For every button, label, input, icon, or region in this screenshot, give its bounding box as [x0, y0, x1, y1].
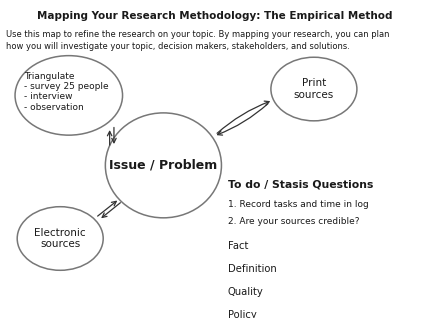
Text: Print
sources: Print sources	[294, 78, 334, 100]
Text: Definition: Definition	[228, 264, 276, 274]
Text: To do / Stasis Questions: To do / Stasis Questions	[228, 180, 373, 190]
Text: Use this map to refine the research on your topic. By mapping your research, you: Use this map to refine the research on y…	[6, 30, 390, 39]
Text: Triangulate
- survey 25 people
- interview
- observation: Triangulate - survey 25 people - intervi…	[24, 72, 108, 112]
Text: 1. Record tasks and time in log: 1. Record tasks and time in log	[228, 200, 369, 209]
Text: Quality: Quality	[228, 287, 264, 297]
Text: Fact: Fact	[228, 241, 248, 251]
Text: Policy: Policy	[228, 310, 257, 318]
Text: Issue / Problem: Issue / Problem	[109, 159, 218, 172]
Text: 2. Are your sources credible?: 2. Are your sources credible?	[228, 217, 359, 226]
Text: how you will investigate your topic, decision makers, stakeholders, and solution: how you will investigate your topic, dec…	[6, 42, 350, 51]
Text: Mapping Your Research Methodology: The Empirical Method: Mapping Your Research Methodology: The E…	[37, 11, 393, 21]
Text: Electronic
sources: Electronic sources	[34, 228, 86, 249]
